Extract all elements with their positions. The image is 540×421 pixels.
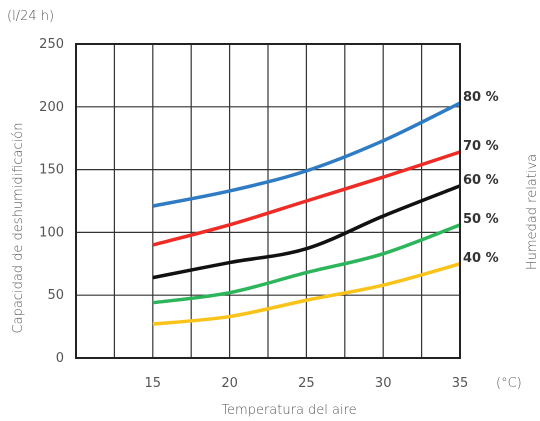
series-line [152,223,461,305]
x-tick-label: 25 [298,376,315,391]
labels: 0 50 100 150 200 250 15 20 25 30 35 80 % 70 % 60 % 50 … [39,37,498,391]
series-layer [152,101,461,326]
x-tick-label: 30 [375,376,392,391]
x-axis-title: Temperatura del aire [221,403,356,418]
y-tick-label: 100 [39,225,64,240]
y-tick-label: 200 [39,100,64,115]
series-label: 70 % [463,139,499,154]
right-axis-title: Humedad relativa [525,154,540,270]
series-label: 50 % [463,212,499,227]
series-label: 80 % [463,90,499,105]
grid [76,44,460,358]
x-tick-label: 15 [145,376,162,391]
series-line [152,262,461,326]
series-line [152,184,461,280]
series-line [152,150,461,247]
plot-frame [75,43,461,359]
y-tick-label: 50 [47,288,64,303]
y-tick-label: 0 [56,351,64,366]
x-tick-label: 35 [452,376,469,391]
series-label: 40 % [463,251,499,266]
series-label: 60 % [463,173,499,188]
series-line [152,101,461,208]
y-axis-title: Capacidad de deshumidificación [11,123,26,334]
y-unit-label: (l/24 h) [7,9,54,24]
y-tick-label: 250 [39,37,64,52]
x-tick-label: 20 [221,376,238,391]
x-unit-label: (°C) [496,376,522,391]
y-tick-label: 150 [39,163,64,178]
